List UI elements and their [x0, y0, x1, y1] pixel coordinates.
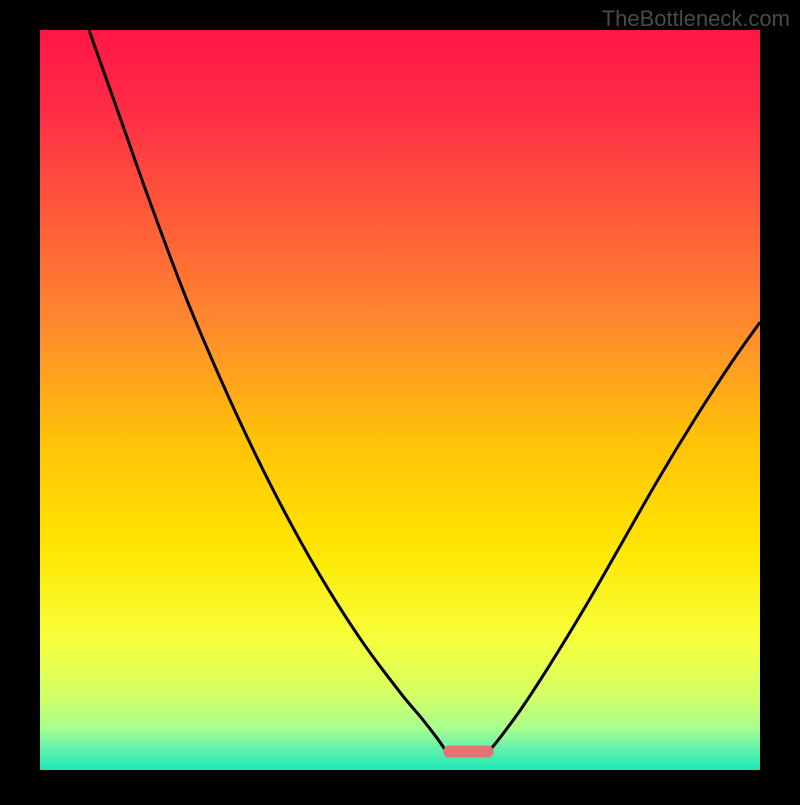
chart-container: [0, 0, 800, 800]
bottleneck-chart: [0, 0, 800, 800]
chart-background: [40, 30, 760, 770]
watermark-text: TheBottleneck.com: [602, 6, 790, 32]
optimal-marker: [443, 746, 493, 758]
